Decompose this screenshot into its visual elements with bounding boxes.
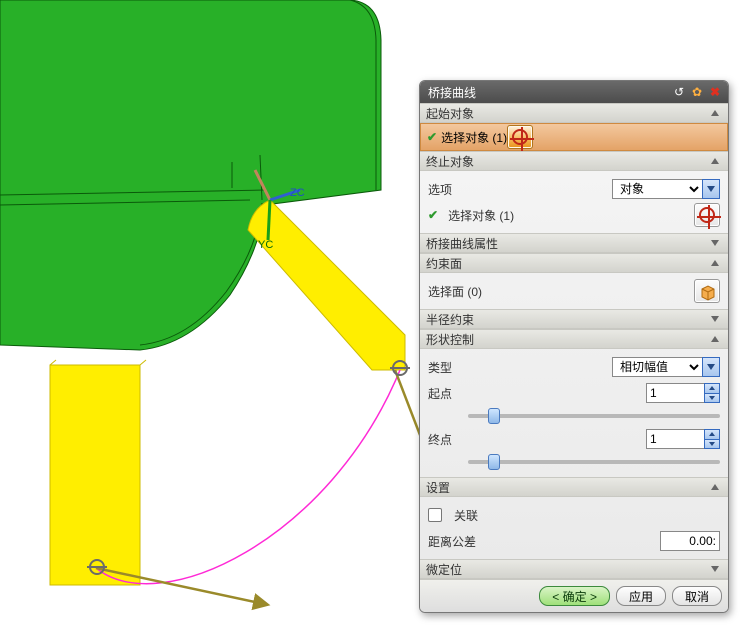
collapse-icon[interactable]: [708, 154, 722, 168]
shape-start-spinner[interactable]: [646, 383, 720, 403]
section-title-micro: 微定位: [426, 561, 708, 578]
shape-end-label: 终点: [428, 431, 640, 448]
collapse-icon[interactable]: [708, 332, 722, 346]
spin-down-button[interactable]: [704, 393, 720, 404]
shape-start-input[interactable]: [646, 383, 704, 403]
collapse-icon[interactable]: [708, 106, 722, 120]
shape-start-slider[interactable]: [468, 414, 720, 418]
spin-up-button[interactable]: [704, 383, 720, 393]
expand-icon[interactable]: [708, 562, 722, 576]
apply-button[interactable]: 应用: [616, 586, 666, 606]
shape-type-select[interactable]: 相切幅值: [612, 357, 720, 377]
section-header-micro[interactable]: 微定位: [420, 559, 728, 579]
face-pick-button[interactable]: [694, 279, 720, 303]
collapse-icon[interactable]: [708, 480, 722, 494]
shape-end-spinner[interactable]: [646, 429, 720, 449]
section-header-settings[interactable]: 设置: [420, 477, 728, 497]
section-header-start[interactable]: 起始对象: [420, 103, 728, 123]
target-icon: [699, 207, 715, 223]
check-icon: ✔: [428, 208, 438, 222]
chevron-down-icon[interactable]: [702, 357, 720, 377]
slider-thumb[interactable]: [488, 408, 500, 424]
section-header-constraintface[interactable]: 约束面: [420, 253, 728, 273]
assoc-label: 关联: [454, 507, 720, 524]
spin-up-button[interactable]: [704, 429, 720, 439]
end-select-label: 选择对象 (1): [448, 207, 688, 224]
axis-yc-label: YC: [258, 239, 273, 251]
shape-end-input[interactable]: [646, 429, 704, 449]
end-option-select[interactable]: 对象: [612, 179, 720, 199]
section-title-start: 起始对象: [426, 105, 708, 122]
start-select-label: 选择对象 (1): [441, 129, 507, 146]
shape-start-label: 起点: [428, 385, 640, 402]
cube-icon: [699, 283, 715, 299]
section-title-constraintface: 约束面: [426, 255, 708, 272]
section-header-shape[interactable]: 形状控制: [420, 329, 728, 349]
dialog-titlebar[interactable]: 桥接曲线 ↺ ✿ ✖: [420, 81, 728, 103]
dialog-title: 桥接曲线: [428, 84, 670, 101]
start-pick-button[interactable]: [507, 125, 533, 149]
dialog-reset-button[interactable]: ↺: [670, 84, 688, 100]
chevron-down-icon[interactable]: [702, 179, 720, 199]
cancel-button[interactable]: 取消: [672, 586, 722, 606]
check-icon: ✔: [427, 130, 437, 144]
section-header-end[interactable]: 终止对象: [420, 151, 728, 171]
dialog-close-button[interactable]: ✖: [706, 84, 724, 100]
section-header-radius[interactable]: 半径约束: [420, 309, 728, 329]
bridge-curve-dialog: 桥接曲线 ↺ ✿ ✖ 起始对象 ✔ 选择对象 (1) 终止对象 选项 对象 ✔ …: [419, 80, 729, 613]
ok-button[interactable]: < 确定 >: [539, 586, 610, 606]
slider-thumb[interactable]: [488, 454, 500, 470]
expand-icon[interactable]: [708, 236, 722, 250]
face-select-label: 选择面 (0): [428, 283, 688, 300]
section-header-curveattr[interactable]: 桥接曲线属性: [420, 233, 728, 253]
end-pick-button[interactable]: [694, 203, 720, 227]
spin-down-button[interactable]: [704, 439, 720, 450]
assoc-checkbox[interactable]: [428, 508, 442, 522]
tol-label: 距离公差: [428, 533, 654, 550]
end-option-label: 选项: [428, 181, 606, 198]
shape-end-slider[interactable]: [468, 460, 720, 464]
axis-zc-label: ZC: [290, 187, 305, 199]
section-title-radius: 半径约束: [426, 311, 708, 328]
tol-input[interactable]: [660, 531, 720, 551]
expand-icon[interactable]: [708, 312, 722, 326]
dialog-footer: < 确定 > 应用 取消: [420, 579, 728, 612]
dialog-settings-button[interactable]: ✿: [688, 84, 706, 100]
section-title-end: 终止对象: [426, 153, 708, 170]
section-title-shape: 形状控制: [426, 331, 708, 348]
collapse-icon[interactable]: [708, 256, 722, 270]
start-select-row[interactable]: ✔ 选择对象 (1): [420, 123, 728, 151]
target-icon: [512, 129, 528, 145]
section-title-settings: 设置: [426, 479, 708, 496]
section-title-curveattr: 桥接曲线属性: [426, 235, 708, 252]
shape-type-label: 类型: [428, 359, 606, 376]
